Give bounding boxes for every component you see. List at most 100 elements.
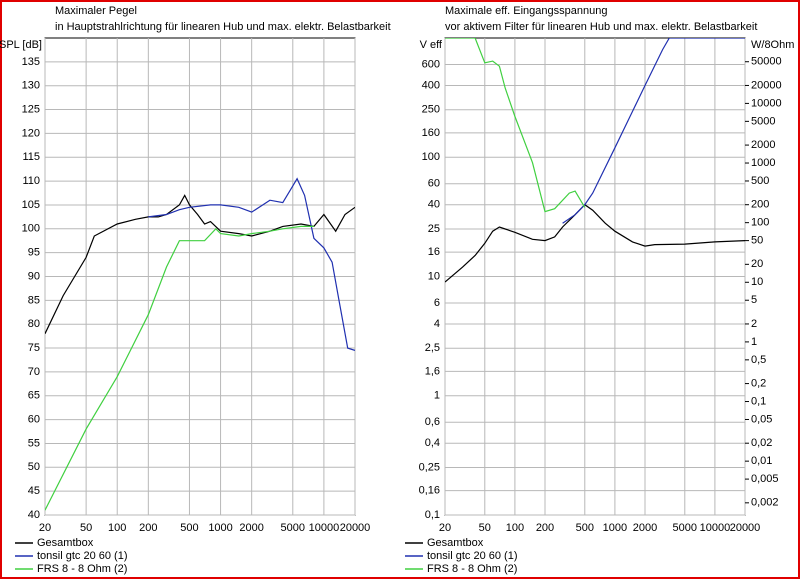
legend-label: Gesamtbox	[427, 537, 484, 549]
x-tick-label: 10000	[309, 522, 340, 534]
y-tick-label: 250	[422, 104, 440, 116]
y-tick-label: 2,5	[425, 342, 440, 354]
y-tick-label: 160	[422, 127, 440, 139]
y-tick-label: 1	[434, 390, 440, 402]
series-line	[45, 225, 314, 511]
y-tick-label: 0,25	[419, 461, 440, 473]
y-tick-label: 50	[28, 461, 40, 473]
y2-tick-label: 2000	[751, 139, 775, 151]
chart-subtitle: in Hauptstrahlrichtung für linearen Hub …	[55, 21, 391, 33]
y-tick-label: 130	[22, 80, 40, 92]
x-tick-label: 20	[439, 522, 451, 534]
x-tick-label: 50	[80, 522, 92, 534]
y2-tick-label: 500	[751, 175, 769, 187]
legend-label: tonsil gtc 20 60 (1)	[427, 550, 518, 562]
x-tick-label: 1000	[208, 522, 232, 534]
y-tick-label: 6	[434, 297, 440, 309]
chart-title: Maximale eff. Eingangsspannung	[445, 5, 607, 17]
y-tick-label: 100	[422, 151, 440, 163]
x-tick-label: 5000	[673, 522, 697, 534]
y2-tick-label: 0,5	[751, 354, 766, 366]
y-tick-label: 0,1	[425, 509, 440, 521]
x-tick-label: 20000	[730, 522, 761, 534]
x-tick-label: 5000	[281, 522, 305, 534]
y-tick-label: 95	[28, 247, 40, 259]
y-tick-label: 400	[422, 79, 440, 91]
y2-tick-label: 10	[751, 276, 763, 288]
y-tick-label: 85	[28, 294, 40, 306]
x-tick-label: 50	[479, 522, 491, 534]
legend-label: FRS 8 - 8 Ohm (2)	[37, 563, 127, 575]
y2-tick-label: 200	[751, 199, 769, 211]
legend-label: FRS 8 - 8 Ohm (2)	[427, 563, 517, 575]
y-tick-label: 75	[28, 342, 40, 354]
y-tick-label: 1,6	[425, 365, 440, 377]
x-tick-label: 2000	[239, 522, 263, 534]
series-line	[562, 38, 745, 224]
y2-tick-label: 0,01	[751, 455, 772, 467]
y2-tick-label: 100	[751, 217, 769, 229]
y-tick-label: 90	[28, 270, 40, 282]
y-tick-label: 16	[428, 246, 440, 258]
x-tick-label: 200	[536, 522, 554, 534]
y2-tick-label: 2	[751, 318, 757, 330]
y2-tick-label: 50000	[751, 56, 782, 68]
y2-axis-label: W/8Ohm	[751, 39, 794, 51]
x-tick-label: 20000	[340, 522, 371, 534]
y-tick-label: 40	[428, 199, 440, 211]
y-tick-label: 80	[28, 318, 40, 330]
x-tick-label: 2000	[633, 522, 657, 534]
series-line	[445, 38, 586, 213]
y-axis-label: V eff	[420, 39, 443, 51]
x-tick-label: 500	[180, 522, 198, 534]
y-tick-label: 100	[22, 223, 40, 235]
y-tick-label: 55	[28, 437, 40, 449]
y2-tick-label: 20000	[751, 79, 782, 91]
y-tick-label: 125	[22, 103, 40, 115]
y2-tick-label: 0,005	[751, 473, 779, 485]
y2-tick-label: 1000	[751, 157, 775, 169]
y-tick-label: 4	[434, 318, 440, 330]
y-tick-label: 40	[28, 509, 40, 521]
y-axis-label: SPL [dB]	[0, 39, 42, 51]
y-tick-label: 45	[28, 485, 40, 497]
y2-tick-label: 10000	[751, 97, 782, 109]
y-tick-label: 60	[428, 178, 440, 190]
x-tick-label: 10000	[700, 522, 731, 534]
series-line	[445, 203, 745, 283]
y-tick-label: 105	[22, 199, 40, 211]
x-tick-label: 100	[506, 522, 524, 534]
y2-tick-label: 50	[751, 235, 763, 247]
legend-label: tonsil gtc 20 60 (1)	[37, 550, 128, 562]
x-tick-label: 500	[576, 522, 594, 534]
series-line	[148, 177, 355, 351]
chart-title: Maximaler Pegel	[55, 5, 137, 17]
y-tick-label: 25	[428, 223, 440, 235]
y2-tick-label: 5	[751, 294, 757, 306]
y-tick-label: 0,6	[425, 416, 440, 428]
x-tick-label: 20	[39, 522, 51, 534]
y-tick-label: 0,16	[419, 485, 440, 497]
y2-tick-label: 1	[751, 336, 757, 348]
legend-label: Gesamtbox	[37, 537, 94, 549]
x-tick-label: 200	[139, 522, 157, 534]
y-tick-label: 60	[28, 414, 40, 426]
y2-tick-label: 0,002	[751, 497, 779, 509]
chart-subtitle: vor aktivem Filter für linearen Hub und …	[445, 21, 757, 33]
y-tick-label: 135	[22, 56, 40, 68]
y-tick-label: 70	[28, 366, 40, 378]
y-tick-label: 10	[428, 270, 440, 282]
y2-tick-label: 0,02	[751, 437, 772, 449]
y2-tick-label: 0,2	[751, 377, 766, 389]
x-tick-label: 1000	[603, 522, 627, 534]
y-tick-label: 110	[22, 175, 40, 187]
y2-tick-label: 5000	[751, 115, 775, 127]
y2-tick-label: 0,1	[751, 395, 766, 407]
y-tick-label: 120	[22, 127, 40, 139]
y-tick-label: 600	[422, 58, 440, 70]
y-tick-label: 0,4	[425, 437, 440, 449]
y2-tick-label: 20	[751, 258, 763, 270]
y-tick-label: 65	[28, 390, 40, 402]
